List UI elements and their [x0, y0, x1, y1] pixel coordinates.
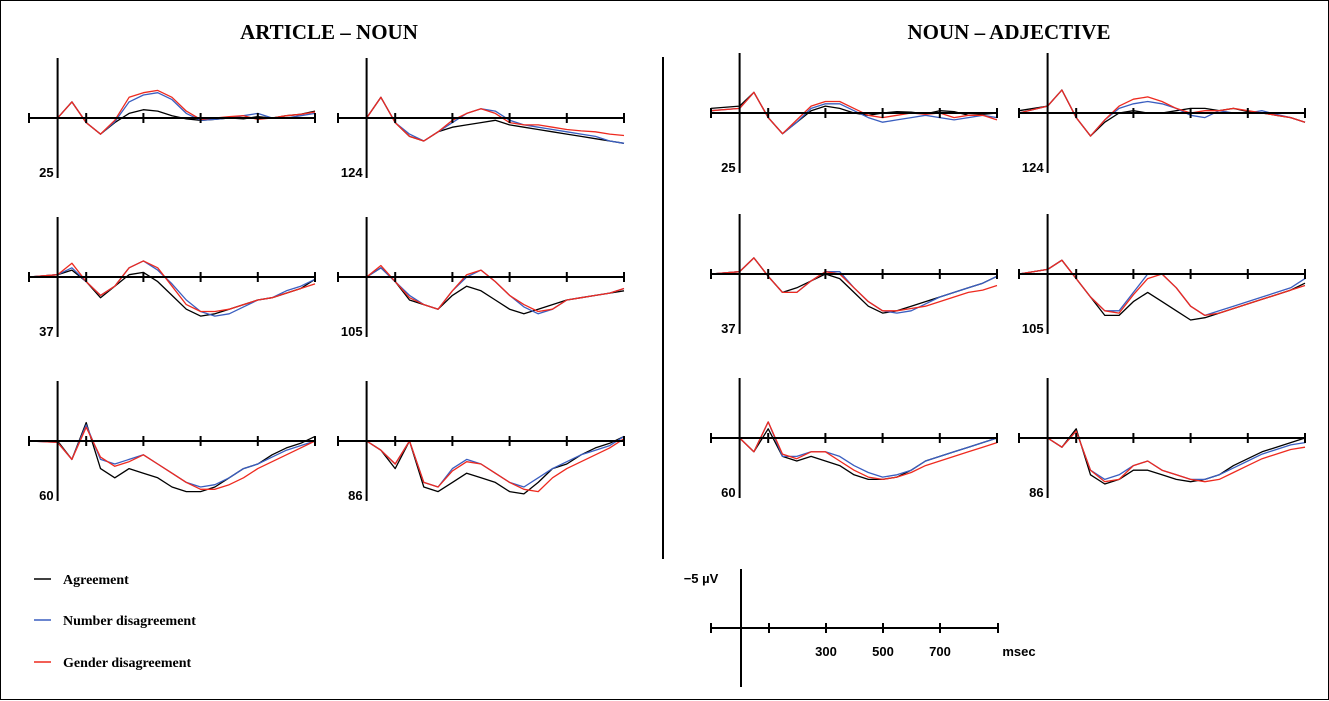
erp-subplot-124: 124: [1018, 53, 1306, 175]
series-line-number-disagreement: [28, 424, 316, 488]
series-line-agreement: [338, 267, 625, 315]
subplots: 25 124 37 105 60 86 25 124 37 105 60 86: [28, 53, 1306, 503]
electrode-label-105: 105: [341, 324, 363, 339]
series-line-gender-disagreement: [338, 264, 625, 313]
electrode-label-37: 37: [39, 324, 53, 339]
series-line-agreement: [338, 96, 625, 144]
series-line-agreement: [711, 428, 998, 481]
series-line-agreement: [338, 435, 625, 495]
series-line-number-disagreement: [1018, 259, 1306, 317]
legend-label-agreement: Agreement: [63, 573, 129, 588]
series-line-gender-disagreement: [29, 89, 316, 135]
electrode-label-86: 86: [348, 488, 362, 503]
scale-amplitude-label: −5 µV: [684, 571, 719, 586]
erp-subplot-60: 60: [710, 378, 998, 500]
electrode-label-105: 105: [1022, 321, 1044, 336]
erp-subplot-86: 86: [1018, 378, 1306, 500]
series-line-agreement: [1018, 259, 1306, 321]
series-line-gender-disagreement: [710, 91, 998, 135]
erp-subplot-105: 105: [1018, 214, 1306, 336]
panel-title-article-noun: ARTICLE – NOUN: [240, 20, 418, 44]
electrode-label-25: 25: [39, 165, 53, 180]
series-line-gender-disagreement: [711, 421, 998, 481]
erp-subplot-37: 37: [28, 217, 316, 339]
scale-tick-label-700: 700: [929, 644, 951, 659]
series-line-gender-disagreement: [1018, 259, 1306, 317]
electrode-label-60: 60: [39, 488, 53, 503]
scale-tick-label-300: 300: [815, 644, 837, 659]
legend: Agreement Number disagreement Gender dis…: [34, 573, 196, 671]
electrode-label-25: 25: [721, 160, 735, 175]
series-line-number-disagreement: [29, 92, 316, 135]
scale-bar: −5 µV 300 500 700 msec: [684, 569, 1036, 687]
series-line-gender-disagreement: [338, 96, 625, 142]
erp-subplot-124: 124: [337, 58, 625, 180]
series-line-gender-disagreement: [28, 426, 316, 490]
series-line-number-disagreement: [710, 257, 998, 314]
series-line-number-disagreement: [711, 421, 998, 478]
electrode-label-124: 124: [341, 165, 363, 180]
scale-tick-label-500: 500: [872, 644, 894, 659]
series-line-gender-disagreement: [338, 438, 625, 493]
scale-unit-label: msec: [1002, 644, 1035, 659]
legend-label-number: Number disagreement: [63, 614, 196, 629]
series-line-agreement: [710, 257, 998, 314]
legend-label-gender: Gender disagreement: [63, 656, 192, 671]
erp-subplot-60: 60: [28, 381, 316, 503]
electrode-label-60: 60: [721, 485, 735, 500]
electrode-label-37: 37: [721, 321, 735, 336]
scale-ticks: [710, 623, 999, 633]
panel-title-noun-adjective: NOUN – ADJECTIVE: [907, 20, 1110, 44]
erp-subplot-86: 86: [337, 381, 625, 503]
series-line-number-disagreement: [28, 260, 316, 317]
series-line-gender-disagreement: [710, 257, 998, 312]
electrode-label-124: 124: [1022, 160, 1044, 175]
erp-subplot-25: 25: [710, 53, 998, 175]
electrode-label-86: 86: [1029, 485, 1043, 500]
series-line-gender-disagreement: [28, 260, 316, 313]
erp-subplot-105: 105: [337, 217, 625, 339]
erp-subplot-25: 25: [28, 58, 316, 180]
erp-subplot-37: 37: [710, 214, 998, 336]
